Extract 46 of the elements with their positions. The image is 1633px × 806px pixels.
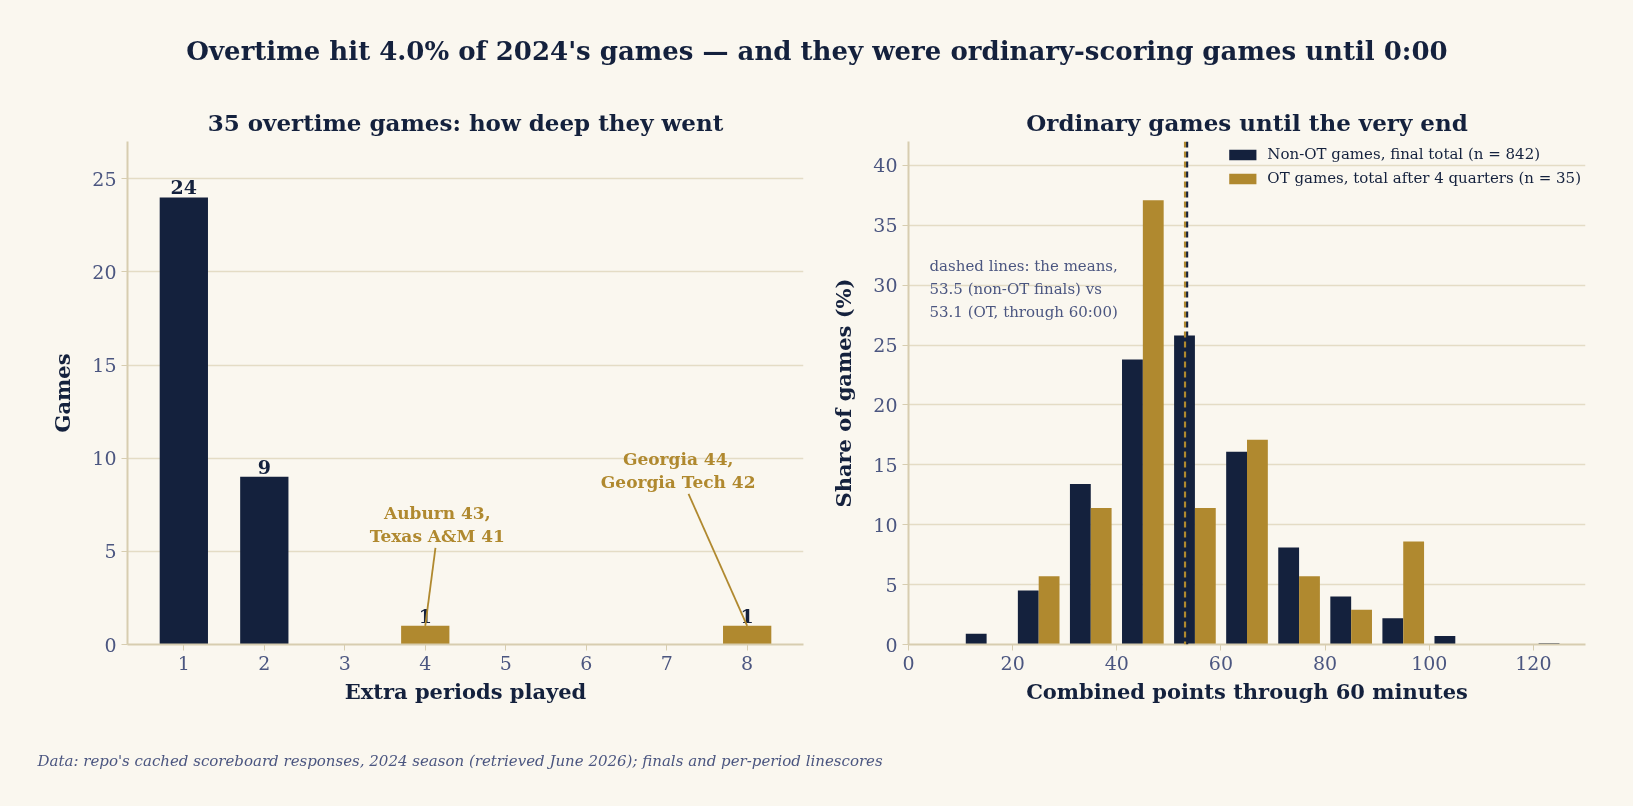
annotation: Auburn 43, Texas A&M 41 — [369, 502, 505, 546]
y-tick-label: 30 — [873, 274, 898, 297]
text: Data: repo's cached scoreboard responses, 2024 season (retrieved June 2026); finals and per-period linescores — [36, 751, 883, 770]
y-axis-title: Share of games (%) — [831, 278, 857, 508]
y-tick-label: 10 — [873, 513, 898, 536]
y-tick-label: 20 — [92, 260, 117, 283]
chart-title: Ordinary games until the very end — [1026, 108, 1468, 136]
y-tick-label: 25 — [873, 334, 898, 357]
annotation: dashed lines: the means, 53.5 (non-OT finals) vs 53.1 (OT, through 60:00) — [929, 256, 1118, 322]
x-tick-label: 4 — [419, 651, 432, 674]
y-tick-label: 0 — [104, 633, 117, 656]
y-axis-title: Games — [50, 353, 76, 433]
x-tick-label: 2 — [258, 651, 271, 674]
y-tick-label: 15 — [873, 453, 898, 476]
text: Overtime hit 4.0% of 2024's games — and they were ordinary-scoring games until 0:00 — [186, 35, 1448, 66]
x-tick-label: 120 — [1515, 651, 1552, 674]
x-tick-label: 40 — [1104, 651, 1129, 674]
x-tick-label: 7 — [660, 651, 673, 674]
y-tick-label: 35 — [873, 214, 898, 237]
y-tick-label: 0 — [885, 633, 898, 656]
x-tick-label: 20 — [1000, 651, 1025, 674]
x-tick-label: 6 — [580, 651, 593, 674]
x-axis-title: Combined points through 60 minutes — [1026, 678, 1468, 704]
chart-title: 35 overtime games: how deep they went — [207, 108, 724, 136]
annotation: Georgia 44, Georgia Tech 42 — [600, 448, 756, 492]
y-tick-label: 10 — [92, 447, 117, 470]
x-tick-label: 100 — [1411, 651, 1448, 674]
y-tick-label: 5 — [885, 573, 898, 596]
data-label: 1 — [740, 604, 754, 627]
data-label: 9 — [257, 455, 271, 478]
x-tick-label: 8 — [741, 651, 754, 674]
y-tick-label: 15 — [92, 354, 117, 377]
x-tick-label: 0 — [902, 651, 915, 674]
x-tick-label: 80 — [1313, 651, 1338, 674]
data-label: 24 — [170, 176, 198, 199]
x-tick-label: 60 — [1208, 651, 1234, 674]
legend-label: Non-OT games, final total (n = 842) — [1267, 145, 1541, 163]
x-tick-label: 1 — [177, 651, 190, 674]
legend-label: OT games, total after 4 quarters (n = 35) — [1267, 169, 1581, 187]
x-tick-label: 3 — [338, 651, 351, 674]
y-tick-label: 40 — [873, 154, 898, 177]
y-tick-label: 25 — [92, 167, 117, 190]
x-axis-title: Extra periods played — [344, 678, 587, 704]
y-tick-label: 20 — [873, 393, 898, 416]
y-tick-label: 5 — [104, 540, 117, 563]
x-tick-label: 5 — [499, 651, 512, 674]
